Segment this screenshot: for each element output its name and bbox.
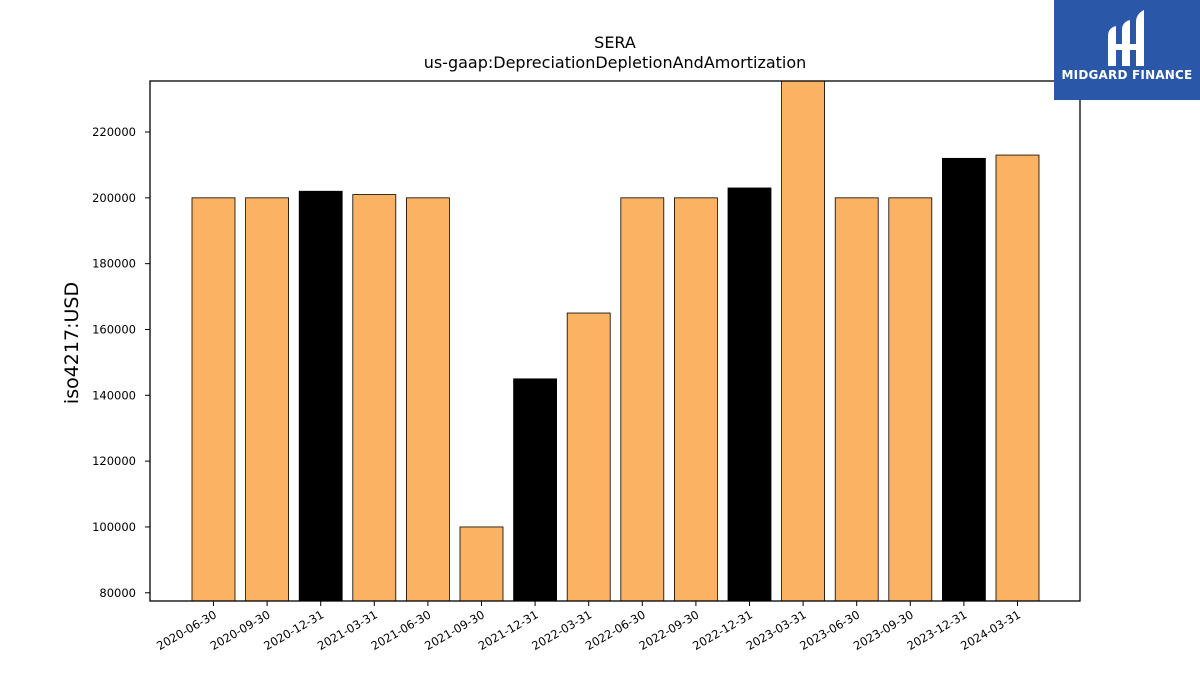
- x-tick-label: 2021-12-31: [476, 607, 541, 653]
- x-tick-label: 2020-09-30: [208, 607, 273, 653]
- bar-2020-06-30: [191, 197, 236, 602]
- x-tick-label: 2023-03-31: [744, 607, 809, 653]
- bar-2020-09-30: [245, 197, 290, 602]
- x-ticks-group: 2020-06-302020-09-302020-12-312021-03-31…: [154, 601, 1023, 653]
- y-tick-label: 220000: [92, 125, 136, 139]
- bar-2022-06-30: [620, 197, 665, 602]
- bar-2023-06-30: [834, 197, 879, 602]
- x-tick-label: 2023-09-30: [851, 607, 916, 653]
- x-tick-label: 2022-06-30: [583, 607, 648, 653]
- bar-2021-03-31: [352, 194, 397, 602]
- x-tick-label: 2022-03-31: [529, 607, 594, 653]
- chart-subtitle: us-gaap:DepreciationDepletionAndAmortiza…: [424, 53, 807, 72]
- y-tick-label: 80000: [99, 586, 136, 600]
- bar-2023-03-31: [781, 80, 825, 602]
- y-ticks-group: 80000 100000 120000 140000 160000 180000 20000…: [92, 125, 150, 600]
- x-tick-label: 2023-06-30: [797, 607, 862, 653]
- y-tick-label: 120000: [92, 454, 136, 468]
- brand-logo-text: MIDGARD FINANCE: [1061, 68, 1193, 82]
- y-tick-label: 140000: [92, 388, 136, 402]
- y-tick-label: 200000: [92, 191, 136, 205]
- bar-2022-12-31: [727, 187, 772, 602]
- y-tick-label: 180000: [92, 257, 136, 271]
- bar-2020-12-31: [298, 190, 343, 602]
- x-tick-label: 2022-12-31: [690, 607, 755, 653]
- bar-2022-03-31: [566, 312, 611, 602]
- x-tick-label: 2020-06-30: [154, 607, 219, 653]
- x-tick-label: 2021-09-30: [422, 607, 487, 653]
- chart-title: SERA: [594, 33, 636, 52]
- y-axis-label: iso4217:USD: [61, 282, 83, 404]
- x-tick-label: 2024-03-31: [958, 607, 1023, 653]
- plot-frame: [149, 80, 1081, 602]
- bars-group: [191, 80, 1040, 602]
- bar-2021-12-31: [513, 378, 557, 602]
- x-tick-label: 2022-09-30: [637, 607, 702, 653]
- bar-2021-09-30: [459, 526, 504, 602]
- bar-2024-03-31: [995, 154, 1040, 602]
- y-tick-label: 100000: [92, 520, 136, 534]
- brand-logo: MIDGARD FINANCE: [1054, 0, 1200, 100]
- bar-2023-09-30: [888, 197, 933, 602]
- midgard-logo-icon: [1108, 10, 1144, 66]
- x-tick-label: 2020-12-31: [261, 607, 326, 653]
- x-tick-label: 2021-03-31: [315, 607, 380, 653]
- x-tick-label: 2023-12-31: [905, 607, 970, 653]
- bar-2022-09-30: [674, 197, 718, 602]
- y-tick-label: 160000: [92, 322, 136, 336]
- bar-2023-12-31: [942, 157, 986, 602]
- x-tick-label: 2021-06-30: [369, 607, 434, 653]
- bar-2021-06-30: [405, 197, 450, 602]
